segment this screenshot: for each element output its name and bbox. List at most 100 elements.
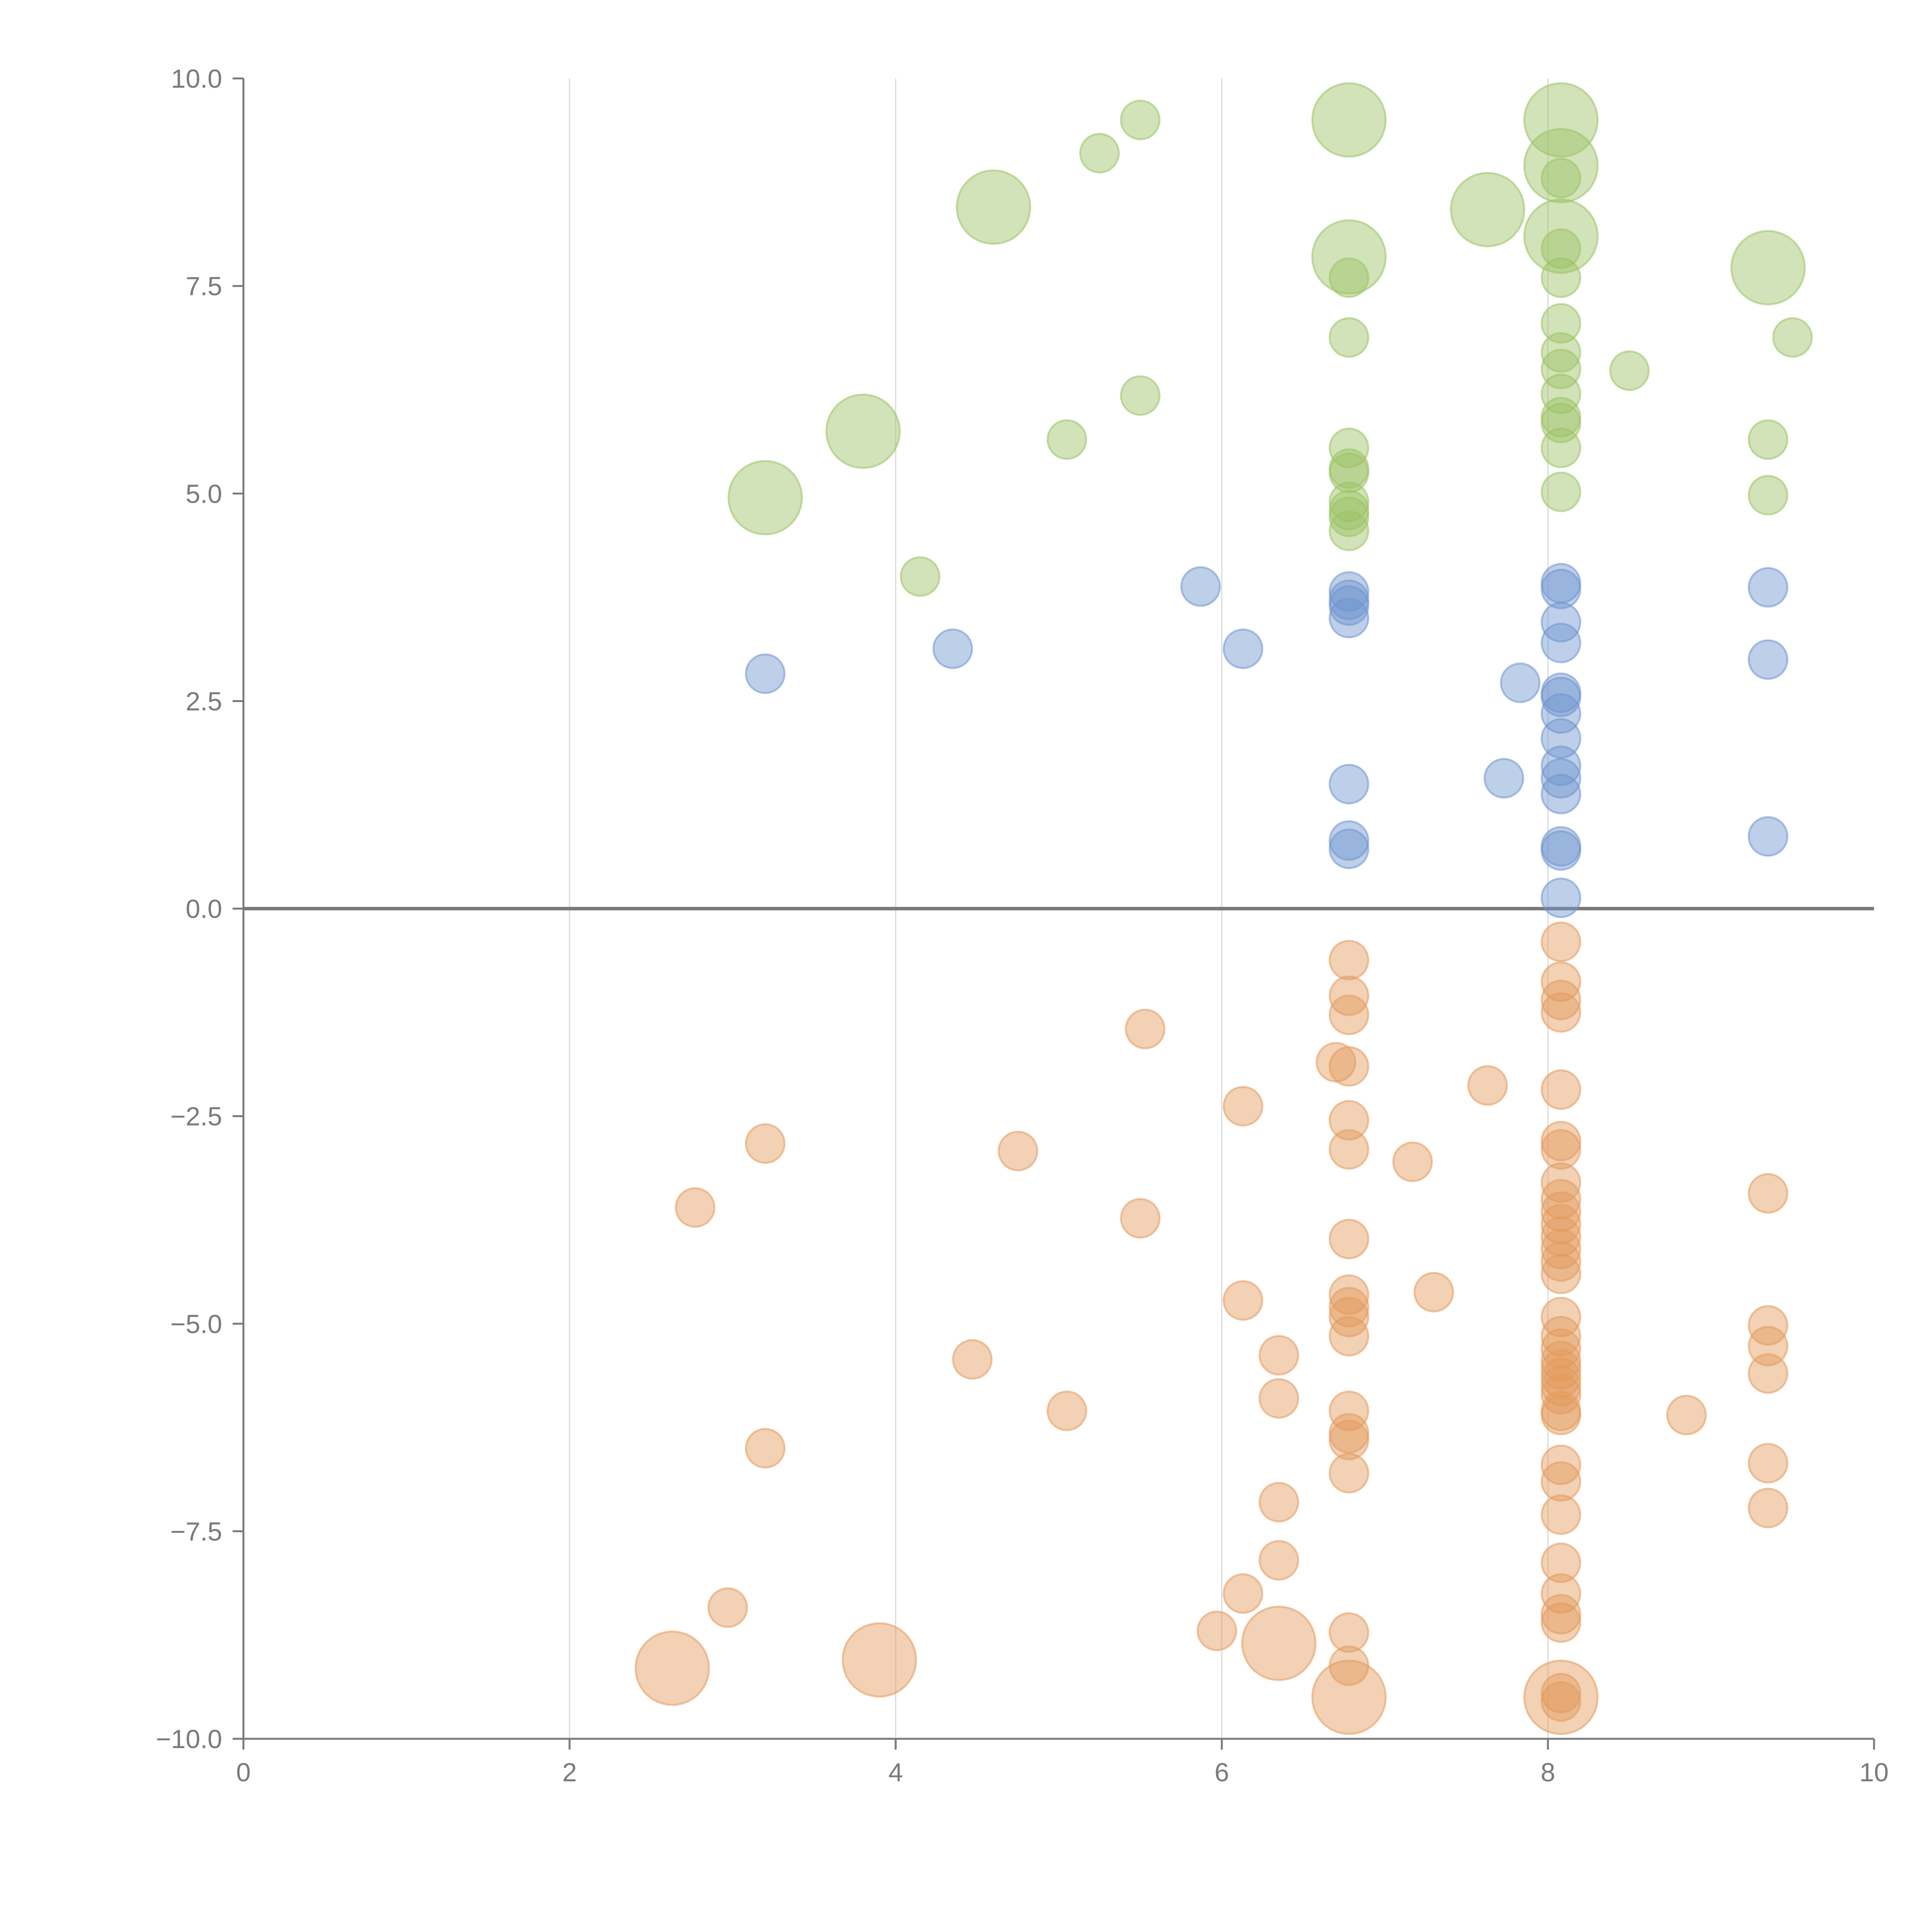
bubble-point-low [1748,1305,1789,1346]
bubble-point-low [1541,992,1582,1033]
y-tick-label: −5.0 [170,1310,222,1339]
bubble-point-low [745,1428,786,1469]
bubble-point-mid [1541,774,1582,815]
bubble-point-mid [1483,758,1524,799]
bubble-point-low [1541,1328,1582,1369]
bubble-point-high [1046,419,1087,460]
bubble-point-low [1467,1065,1508,1106]
bubble-point-low [1541,1241,1582,1282]
bubble-point-high [1772,317,1813,358]
bubble-point-mid [1541,830,1582,871]
bubble-point-low [1541,961,1582,1002]
bubble-point-mid [1541,745,1582,786]
bubble-point-low [1223,1573,1264,1614]
bubble-point-low [1541,1543,1582,1583]
bubbles [634,82,1813,1735]
bubble-point-high [1541,228,1582,269]
bubble-point-low [1541,1573,1582,1614]
bubble-point-high [1609,350,1650,391]
tick-labels: 0 2 4 6 8 10 10.0 7.5 5.0 2.5 0.0 −2.5 −5.0 −7.5 −10.0 [156,64,1889,1787]
bubble-point-low [1328,1316,1369,1357]
bubble-point-low [1748,1353,1789,1394]
bubble-point-low [1328,940,1369,981]
bubble-point-high [1523,82,1599,158]
bubble-point-high [1328,452,1369,493]
bubble-point-high [1311,82,1387,158]
x-tick-label: 2 [562,1758,577,1787]
bubble-point-low [1541,1340,1582,1381]
bubble-point-low [1241,1605,1317,1681]
y-tick-label: 5.0 [185,479,222,509]
bubble-point-low [1392,1141,1433,1182]
bubble-point-high [1541,403,1582,444]
bubble-point-low [1541,980,1582,1020]
bubble-point-mid [745,653,786,694]
bubble-point-low [1748,1443,1789,1484]
bubble-point-low [1046,1390,1087,1431]
bubble-point-high [1748,419,1789,460]
bubble-point-high [1730,230,1806,306]
bubble-point-high [1328,427,1369,468]
bubble-point-low [1541,1681,1582,1722]
bubble-point-low [1541,1191,1582,1232]
bubble-point-low [1748,1173,1789,1214]
bubble-point-low [1541,1129,1582,1170]
bubble-point-low [1223,1086,1264,1127]
bubble-point-low [1541,1069,1582,1110]
bubble-point-low [1541,1673,1582,1714]
bubble-point-low [1328,1390,1369,1431]
bubble-point-high [825,393,901,469]
y-tick-label: −2.5 [170,1102,222,1131]
bubble-point-high [1541,257,1582,298]
bubble-point-high [1120,375,1161,416]
bubble-point-low [1328,1452,1369,1493]
bubble-point-high [1450,172,1526,247]
x-tick-label: 4 [888,1758,903,1787]
bubble-point-low [1223,1280,1264,1321]
bubble-point-high [1541,471,1582,512]
bubble-point-high [1541,349,1582,389]
bubble-point-high [1541,332,1582,373]
series-high [727,82,1813,597]
bubble-point-low [1259,1335,1299,1376]
bubble-point-high [1328,510,1369,551]
y-tick-label: 10.0 [171,64,222,94]
bubble-point-mid [1748,567,1789,608]
bubble-point-mid [1223,628,1264,669]
bubble-point-low [1541,1216,1582,1257]
bubble-point-low [1541,1349,1582,1390]
bubble-point-low [1666,1395,1707,1435]
bubble-point-mid [1541,693,1582,734]
y-tick-label: 0.0 [185,895,222,924]
bubble-point-high [956,169,1031,245]
bubble-point-low [1541,921,1582,962]
bubble-point-low [1196,1611,1237,1651]
bubble-point-mid [1541,878,1582,918]
bubble-point-low [998,1131,1038,1172]
bubble-point-high [1328,496,1369,537]
bubble-point-low [1328,995,1369,1036]
bubble-point-low [1259,1482,1299,1523]
bubble-point-high [1748,475,1789,516]
bubble-point-mid [1328,585,1369,626]
bubble-point-low [1311,1660,1387,1735]
bubble-point-high [1541,427,1582,468]
bubble-point-low [1541,1228,1582,1269]
bubble-point-low [745,1123,786,1164]
x-tick-label: 6 [1214,1758,1229,1787]
bubble-point-low [634,1630,710,1706]
bubble-point-high [1541,158,1582,199]
x-tick-label: 0 [236,1758,251,1787]
bubble-point-low [1259,1540,1299,1581]
bubble-point-low [1541,1602,1582,1643]
bubble-point-mid [1328,764,1369,804]
bubble-point-mid [1180,566,1221,607]
bubble-point-low [1541,1395,1582,1435]
bubble-point-low [1328,1100,1369,1141]
bubble-point-low [1328,1046,1369,1087]
bubble-point-high [1541,303,1582,344]
bubble-point-high [727,460,803,536]
bubble-point-low [1541,1444,1582,1485]
bubble-point-low [1328,1420,1369,1461]
y-tick-label: −10.0 [156,1725,222,1754]
